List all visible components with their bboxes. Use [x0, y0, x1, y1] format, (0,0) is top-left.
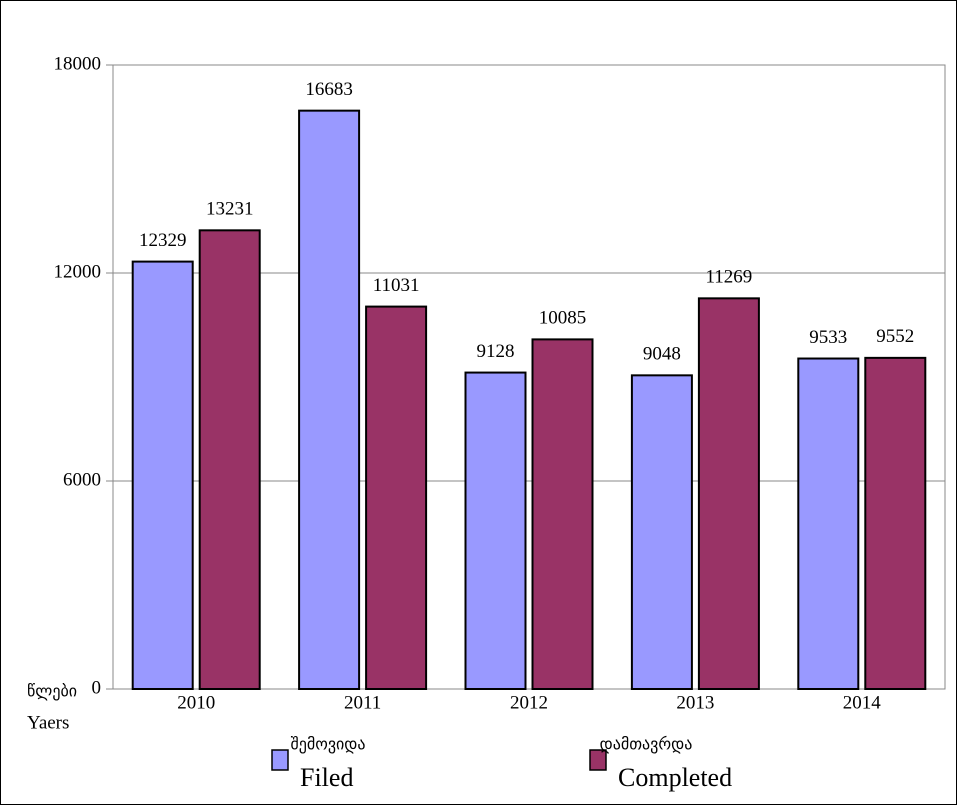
- bar: [630, 374, 693, 690]
- legend-label: დამთავრდა: [600, 735, 693, 754]
- legend-label: Filed: [300, 763, 353, 792]
- value-label: 13231: [206, 199, 254, 220]
- bar: [198, 229, 261, 690]
- bar: [531, 338, 594, 690]
- x-tick-label: 2012: [510, 692, 548, 713]
- legend-swatch: [589, 749, 607, 771]
- bar: [365, 305, 428, 690]
- bar: [131, 260, 194, 690]
- bar: [864, 356, 927, 690]
- y-tick-label: 12000: [54, 261, 102, 282]
- legend-label: Completed: [618, 763, 732, 792]
- bar: [464, 371, 527, 690]
- x-tick-label: 2013: [676, 692, 714, 713]
- x-tick-label: 2011: [344, 692, 381, 713]
- bar: [797, 357, 860, 690]
- value-label: 11031: [373, 275, 420, 296]
- bar: [697, 297, 760, 690]
- value-label: 9128: [477, 341, 515, 362]
- value-label: 16683: [305, 79, 353, 100]
- x-axis-label: წლები: [27, 682, 77, 701]
- x-axis-label: Yaers: [27, 712, 69, 733]
- legend-swatch: [271, 749, 289, 771]
- value-label: 9552: [876, 326, 914, 347]
- y-tick-label: 0: [92, 677, 102, 698]
- legend-label: შემოვიდა: [290, 735, 365, 754]
- value-label: 9533: [809, 327, 847, 348]
- x-tick-label: 2010: [177, 692, 215, 713]
- value-label: 12329: [139, 230, 187, 251]
- bar: [298, 109, 361, 690]
- value-label: 11269: [706, 267, 753, 288]
- y-tick-label: 18000: [54, 53, 102, 74]
- y-tick-label: 6000: [63, 469, 101, 490]
- value-label: 9048: [643, 344, 681, 365]
- value-label: 10085: [539, 308, 587, 329]
- x-tick-label: 2014: [843, 692, 882, 713]
